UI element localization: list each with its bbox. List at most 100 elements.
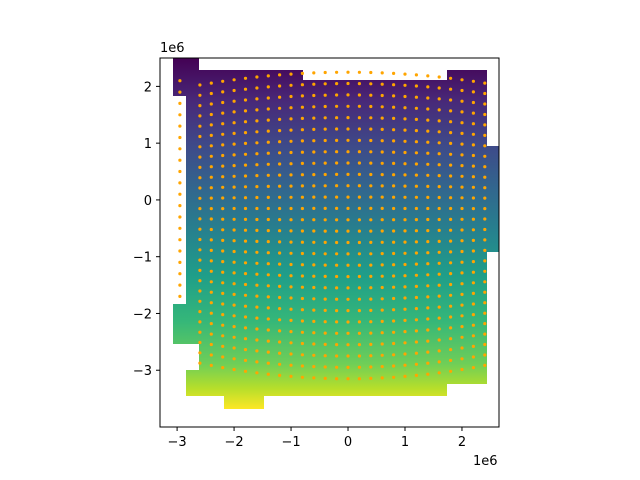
scatter-point <box>392 240 396 244</box>
scatter-point <box>266 339 270 343</box>
scatter-point <box>255 206 259 211</box>
scatter-point <box>323 161 327 165</box>
scatter-point <box>178 260 182 264</box>
scatter-point <box>403 240 407 244</box>
x-tick-label: 0 <box>344 435 352 450</box>
mesh-cell <box>186 370 487 384</box>
scatter-point <box>335 127 339 131</box>
scatter-point <box>449 304 453 308</box>
scatter-point <box>198 248 202 252</box>
scatter-point <box>198 217 202 221</box>
scatter-point <box>266 129 270 133</box>
scatter-point <box>289 106 293 110</box>
scatter-point <box>323 229 327 233</box>
scatter-point <box>403 341 407 345</box>
scatter-point <box>346 320 350 324</box>
scatter-point <box>300 263 304 267</box>
scatter-point <box>198 330 202 334</box>
scatter-point <box>380 263 384 267</box>
scatter-point <box>380 184 384 188</box>
scatter-point <box>243 348 248 352</box>
scatter-point <box>449 98 453 102</box>
scatter-point <box>335 309 339 313</box>
scatter-point <box>346 286 350 290</box>
scatter-point <box>255 97 259 101</box>
scatter-point <box>392 105 396 109</box>
scatter-point <box>380 71 384 75</box>
scatter-point <box>209 112 213 117</box>
scatter-point <box>460 131 464 135</box>
scatter-point <box>209 280 213 284</box>
scatter-point <box>414 351 418 355</box>
scatter-point <box>460 314 464 318</box>
scatter-point <box>460 110 464 114</box>
scatter-point <box>346 297 350 301</box>
scatter-point <box>414 340 418 344</box>
scatter-point <box>392 319 396 323</box>
scatter-point <box>300 251 304 256</box>
scatter-point <box>243 261 248 265</box>
scatter-point <box>437 349 441 353</box>
scatter-point <box>255 261 259 265</box>
scatter-point <box>471 164 475 168</box>
scatter-point <box>346 161 350 165</box>
scatter-point <box>414 84 418 88</box>
scatter-point <box>300 161 304 165</box>
scatter-point <box>357 377 361 381</box>
scatter-point <box>369 218 373 222</box>
scatter-point <box>198 104 202 108</box>
scatter-point <box>403 307 407 311</box>
scatter-point <box>243 315 248 319</box>
scatter-point <box>483 144 487 148</box>
scatter-point <box>278 73 282 77</box>
scatter-point <box>300 150 304 154</box>
scatter-point <box>312 353 316 357</box>
scatter-point <box>369 116 373 120</box>
scatter-point <box>243 272 248 276</box>
scatter-point <box>289 184 293 188</box>
scatter-point <box>300 71 304 75</box>
scatter-point <box>357 343 361 347</box>
scatter-point <box>255 152 259 156</box>
scatter-point <box>323 104 327 109</box>
scatter-point <box>414 140 418 144</box>
y-tick-label: 1 <box>144 137 152 152</box>
scatter-point <box>289 374 293 378</box>
scatter-point <box>255 338 259 342</box>
scatter-point <box>266 151 270 155</box>
scatter-point <box>232 292 236 296</box>
mesh-cell <box>186 146 499 252</box>
scatter-point <box>266 372 270 376</box>
scatter-point <box>483 123 487 127</box>
scatter-point <box>414 162 418 166</box>
scatter-point <box>414 373 418 377</box>
scatter-point <box>232 121 236 125</box>
scatter-point <box>198 268 202 272</box>
scatter-point <box>221 207 225 211</box>
scatter-point <box>403 150 407 155</box>
scatter-point <box>414 117 418 121</box>
scatter-point <box>392 274 396 278</box>
scatter-point <box>300 128 304 132</box>
scatter-point <box>255 349 259 353</box>
scatter-point <box>198 114 202 118</box>
scatter-point <box>198 196 202 200</box>
scatter-point <box>460 335 464 339</box>
scatter-point <box>178 215 182 219</box>
scatter-point <box>209 186 213 190</box>
scatter-point <box>335 116 339 120</box>
scatter-point <box>221 281 225 285</box>
scatter-point <box>460 228 464 232</box>
scatter-point <box>426 96 430 100</box>
scatter-point <box>414 240 418 244</box>
scatter-point <box>357 252 361 256</box>
scatter-point <box>471 291 475 295</box>
scatter-point <box>255 305 259 309</box>
scatter-point <box>266 350 270 354</box>
scatter-point <box>483 342 487 347</box>
scatter-point <box>357 184 361 188</box>
scatter-point <box>403 184 407 188</box>
scatter-point <box>221 153 225 158</box>
scatter-point <box>243 120 248 124</box>
scatter-point <box>178 238 182 242</box>
